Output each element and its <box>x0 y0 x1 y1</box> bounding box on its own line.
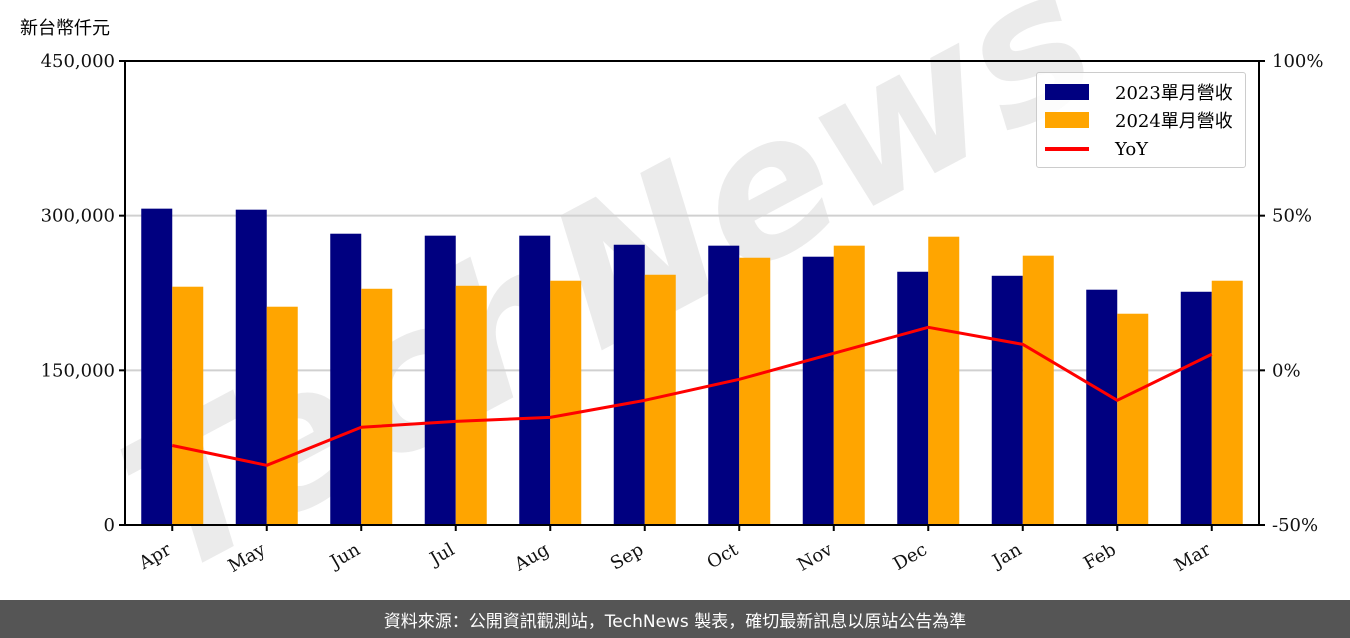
bar-2023 <box>519 235 551 525</box>
bar-2024 <box>833 245 865 525</box>
bar-2023 <box>330 233 362 525</box>
legend-label-yoy: YoY <box>1115 138 1149 160</box>
bar-2024 <box>1211 280 1243 525</box>
x-tick-label: Nov <box>794 539 837 576</box>
legend-label-2024: 2024單月營收 <box>1115 111 1233 132</box>
legend-line-yoy <box>1045 147 1089 151</box>
x-tick-label: Dec <box>890 539 931 575</box>
source-footer-text: 資料來源：公開資訊觀測站，TechNews 製表，確切最新訊息以原站公告為準 <box>383 611 967 632</box>
legend-item-2023: 2023單月營收 <box>1045 79 1233 105</box>
bar-2023 <box>991 275 1023 525</box>
y2-tick-label: 50% <box>1272 206 1312 227</box>
bar-2024 <box>455 285 487 525</box>
y-tick-label: 300,000 <box>41 206 115 227</box>
x-tick-label: Mar <box>1171 539 1215 576</box>
source-footer: 資料來源：公開資訊觀測站，TechNews 製表，確切最新訊息以原站公告為準 <box>0 600 1350 638</box>
x-tick-label: Feb <box>1080 539 1120 574</box>
bar-2024 <box>1117 313 1149 525</box>
bar-2024 <box>739 257 771 525</box>
revenue-chart: TechNews0150,000300,000450,000-50%0%50%1… <box>41 0 1324 600</box>
bar-2024 <box>172 286 204 525</box>
y2-tick-label: 0% <box>1272 360 1301 381</box>
legend-item-yoy: YoY <box>1045 136 1148 162</box>
chart-legend: 2023單月營收 2024單月營收 YoY <box>1036 72 1246 168</box>
y-tick-label: 150,000 <box>41 360 115 381</box>
x-tick-label: Jan <box>987 539 1025 573</box>
x-tick-label: Jul <box>425 539 459 571</box>
x-tick-label: Sep <box>607 539 647 574</box>
bar-2024 <box>928 236 960 525</box>
bar-2024 <box>266 306 298 525</box>
bar-2023 <box>897 271 929 525</box>
bar-2023 <box>802 256 834 525</box>
x-tick-label: Oct <box>703 539 742 574</box>
bar-2023 <box>424 235 456 525</box>
legend-swatch-2023 <box>1045 84 1089 100</box>
legend-label-2023: 2023單月營收 <box>1115 83 1233 104</box>
legend-item-2024: 2024單月營收 <box>1045 107 1233 133</box>
bar-2023 <box>1180 291 1212 525</box>
y2-tick-label: -50% <box>1272 515 1318 536</box>
plot-frame <box>124 60 1260 526</box>
bar-2023 <box>1086 289 1118 525</box>
yoy-line <box>171 325 1213 467</box>
y-axis-unit-label: 新台幣仟元 <box>20 18 110 39</box>
y2-tick-label: 100% <box>1272 51 1323 72</box>
bar-2024 <box>550 280 582 525</box>
chart-container: 新台幣仟元 TechNews 0 150,000 300,000 450,000 -50%… <box>20 0 1324 600</box>
bar-2023 <box>141 208 173 526</box>
bar-2023 <box>235 209 267 525</box>
bar-2024 <box>361 288 393 525</box>
x-tick-label: Aug <box>510 539 553 576</box>
bar-2023 <box>613 244 645 525</box>
legend-swatch-2024 <box>1045 112 1089 128</box>
y-tick-label: 0 <box>104 515 115 536</box>
y-tick-label: 450,000 <box>41 51 115 72</box>
bar-2024 <box>1022 255 1054 526</box>
